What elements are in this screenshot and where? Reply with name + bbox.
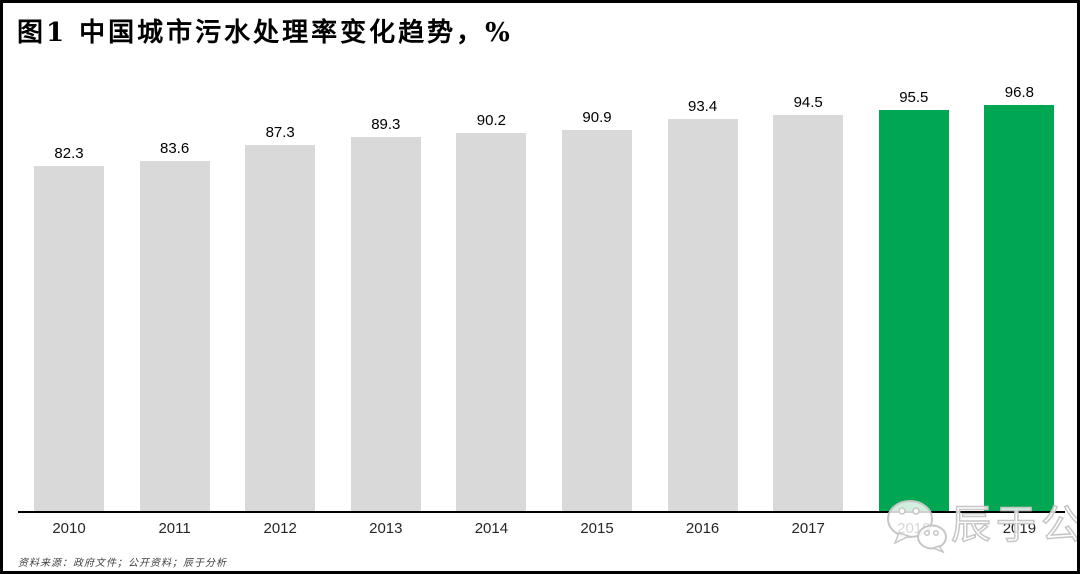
x-axis-label: 2017 (791, 520, 825, 537)
x-axis-label: 2015 (580, 520, 614, 537)
x-axis-label: 2012 (263, 520, 297, 537)
bar-2019 (984, 104, 1055, 513)
bar-2011 (139, 160, 210, 513)
watermark-text: 辰于公司 (950, 502, 1077, 548)
bar-2015 (562, 129, 632, 513)
bar-value-label: 87.3 (265, 124, 295, 142)
chart-title: 图1 中国城市污水处理率变化趋势，% (17, 18, 513, 48)
bar-value-label: 83.6 (159, 139, 190, 157)
bar-2010 (34, 166, 104, 513)
bar-value-label: 82.3 (54, 145, 84, 163)
bar-value-label: 96.8 (1004, 83, 1034, 101)
bar-2017 (773, 114, 844, 513)
bar-value-label: 90.2 (476, 111, 506, 129)
bar-value-label: 94.5 (793, 93, 823, 111)
bar-2018 (878, 110, 949, 513)
x-axis-label: 2011 (158, 520, 191, 537)
bar-value-label: 95.5 (899, 89, 929, 107)
x-axis-label: 2013 (369, 520, 403, 537)
bar-chart: 82.3 2010 83.6 2011 87.3 2012 89.3 2013 90.2 2014… (3, 3, 1077, 571)
bar-2014 (456, 132, 527, 513)
x-axis-label: 2016 (685, 520, 720, 537)
watermark: 辰于公司 (885, 497, 1077, 553)
bar-2012 (245, 145, 316, 513)
bar-value-label: 89.3 (371, 115, 401, 133)
bar-value-label: 93.4 (687, 98, 718, 116)
bar-value-label: 90.9 (582, 108, 612, 126)
wechat-icon (887, 500, 947, 553)
bar-2016 (667, 119, 738, 513)
x-axis-label: 2019 (1002, 520, 1037, 537)
x-axis-line (18, 511, 1065, 513)
source-note: 资料来源：政府文件；公开资料；辰于分析 (18, 558, 227, 569)
x-axis-label: 2014 (474, 520, 509, 537)
bar-2013 (350, 136, 421, 513)
x-axis-label: 2010 (52, 520, 86, 537)
